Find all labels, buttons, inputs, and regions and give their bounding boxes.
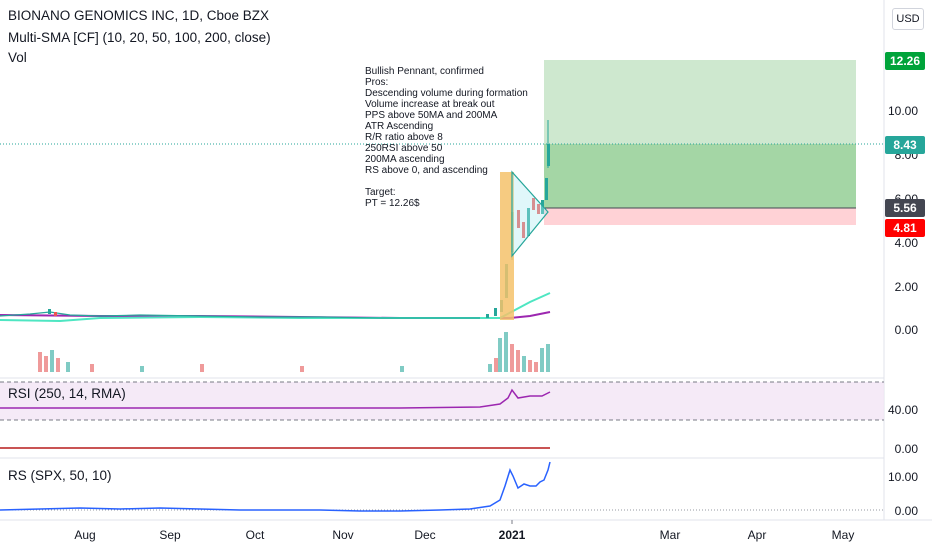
price-scale-label: 0.00 xyxy=(894,323,918,337)
rs-pane-label[interactable]: RS (SPX, 50, 10) xyxy=(8,468,112,483)
price-scale-label: 10.00 xyxy=(887,104,918,118)
rsi-band xyxy=(0,382,884,420)
trade-annotation[interactable]: Bullish Pennant, confirmed Pros: Descend… xyxy=(365,66,528,209)
current-price-tag: 8.43 xyxy=(885,136,925,154)
time-axis-label: Nov xyxy=(332,528,354,542)
pennant-flagpole xyxy=(500,172,514,320)
rsi-pane-label[interactable]: RSI (250, 14, RMA) xyxy=(8,386,126,401)
profit-zone-filled xyxy=(544,144,856,208)
rs-scale-label: 10.00 xyxy=(887,470,918,484)
time-axis-label: Sep xyxy=(159,528,181,542)
chart-title: BIONANO GENOMICS INC, 1D, Cboe BZX xyxy=(8,8,270,23)
volume-bars xyxy=(38,332,550,372)
rsi-scale-label: 40.00 xyxy=(887,403,918,417)
stop-price-tag: 4.81 xyxy=(885,219,925,237)
rsi-scale-label: 0.00 xyxy=(894,442,918,456)
loss-zone xyxy=(544,208,856,225)
rs-line xyxy=(0,461,551,512)
price-scale-label: 2.00 xyxy=(894,280,918,294)
time-axis-label: Apr xyxy=(747,528,767,542)
time-axis-label: Aug xyxy=(74,528,96,542)
time-axis-label: 2021 xyxy=(498,528,526,542)
time-axis-label: May xyxy=(831,528,855,542)
currency-button[interactable]: USD xyxy=(892,8,924,30)
time-axis-label: Oct xyxy=(245,528,265,542)
target-price-tag: 12.26 xyxy=(885,52,925,70)
time-axis-label: Mar xyxy=(659,528,681,542)
rsi-line xyxy=(0,388,551,409)
entry-price-tag: 5.56 xyxy=(885,199,925,217)
pennant-triangle xyxy=(511,170,549,258)
volume-indicator-label[interactable]: Vol xyxy=(8,50,27,65)
sma-indicator-label[interactable]: Multi-SMA [CF] (10, 20, 50, 100, 200, cl… xyxy=(8,30,271,45)
rs-scale-label: 0.00 xyxy=(894,504,918,518)
time-axis-label: Dec xyxy=(414,528,436,542)
price-scale-label: 4.00 xyxy=(894,236,918,250)
